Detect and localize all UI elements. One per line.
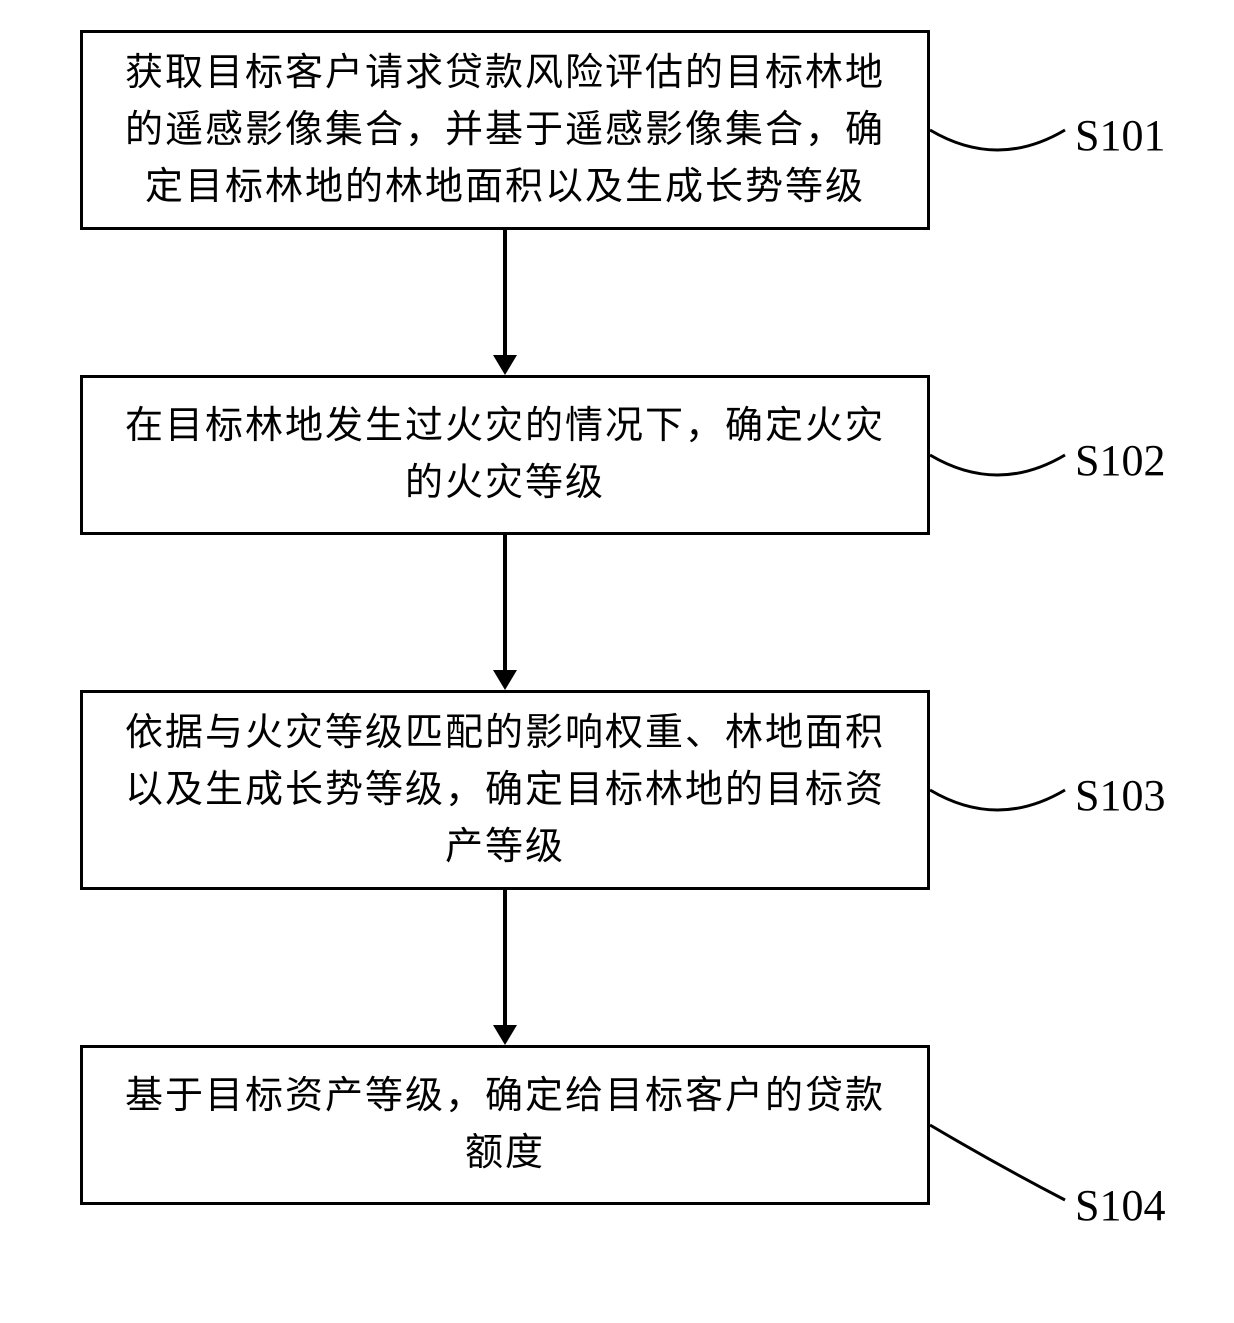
label-connector-s103 (920, 780, 1075, 840)
step-label-s103: S103 (1075, 770, 1165, 821)
flowchart-container: 获取目标客户请求贷款风险评估的目标林地的遥感影像集合，并基于遥感影像集合，确定目… (0, 0, 1234, 1323)
step-label-s101: S101 (1075, 110, 1165, 161)
label-connector-s102 (920, 445, 1075, 505)
flowchart-node-s101: 获取目标客户请求贷款风险评估的目标林地的遥感影像集合，并基于遥感影像集合，确定目… (80, 30, 930, 230)
step-label-s102: S102 (1075, 435, 1165, 486)
flowchart-node-s102: 在目标林地发生过火灾的情况下，确定火灾的火灾等级 (80, 375, 930, 535)
flowchart-node-s103: 依据与火灾等级匹配的影响权重、林地面积以及生成长势等级，确定目标林地的目标资产等… (80, 690, 930, 890)
step-label-s104: S104 (1075, 1180, 1165, 1231)
node-text: 基于目标资产等级，确定给目标客户的贷款额度 (113, 1068, 897, 1182)
label-connector-s101 (920, 120, 1075, 180)
node-text: 在目标林地发生过火灾的情况下，确定火灾的火灾等级 (113, 398, 897, 512)
node-text: 获取目标客户请求贷款风险评估的目标林地的遥感影像集合，并基于遥感影像集合，确定目… (113, 45, 897, 216)
node-text: 依据与火灾等级匹配的影响权重、林地面积以及生成长势等级，确定目标林地的目标资产等… (113, 705, 897, 876)
label-connector-s104 (920, 1115, 1075, 1210)
flowchart-node-s104: 基于目标资产等级，确定给目标客户的贷款额度 (80, 1045, 930, 1205)
